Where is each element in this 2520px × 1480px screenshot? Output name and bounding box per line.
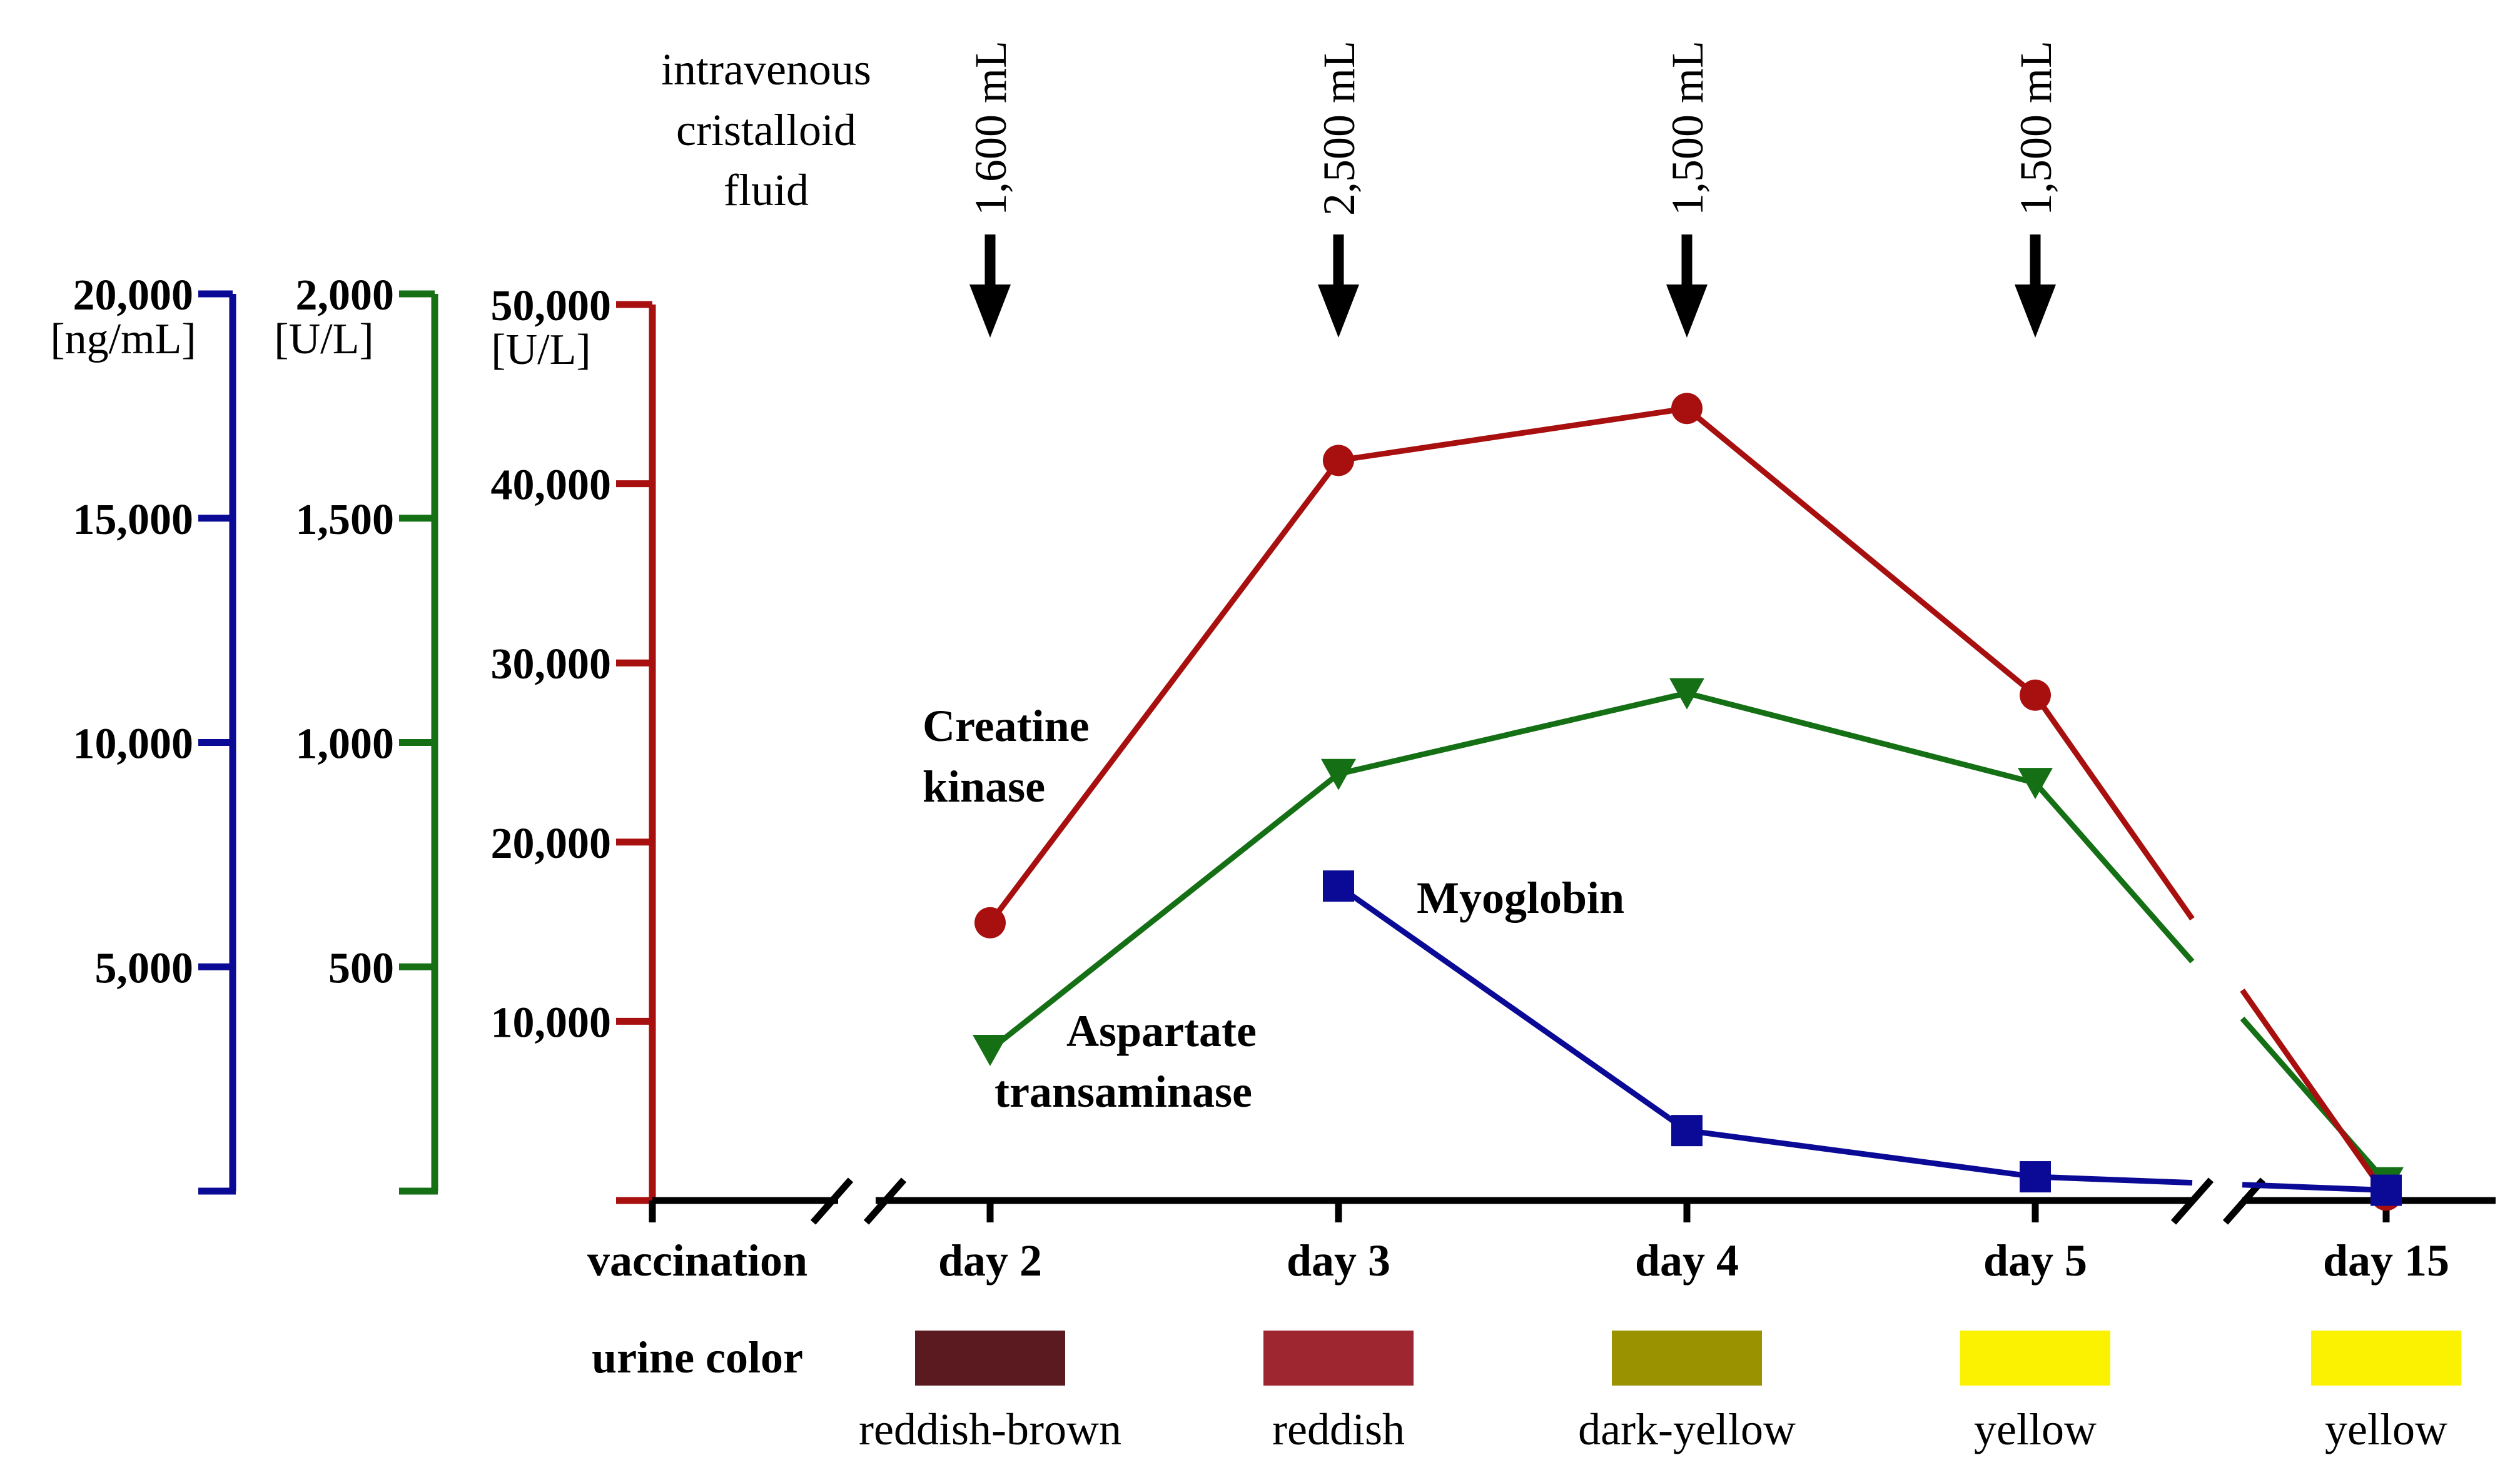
data-point-myoglobin-day-4 xyxy=(1671,1115,1703,1147)
urine-swatch-5 xyxy=(2311,1331,2461,1386)
x-tick-label-day-3: day 3 xyxy=(1287,1236,1390,1286)
series-line-ck-3b xyxy=(2240,988,2389,1197)
fluid-arrow-head-1 xyxy=(969,284,1011,338)
tick-label-ck-30000: 30,000 xyxy=(491,640,612,688)
series-ck xyxy=(974,393,2402,1211)
data-point-myoglobin-day-3 xyxy=(1323,870,1354,902)
fluid-arrow-head-4 xyxy=(2015,284,2056,338)
x-tick-label-day-2: day 2 xyxy=(938,1236,1042,1286)
data-point-ast-day-2 xyxy=(973,1034,1008,1066)
series-line-myoglobin-1 xyxy=(1686,1127,2036,1180)
urine-swatch-label-1: reddish-brown xyxy=(859,1404,1121,1454)
tick-label-ck-40000: 40,000 xyxy=(491,461,612,510)
axis-break-mark-1 xyxy=(810,1177,854,1225)
series-line-ck-1 xyxy=(1338,405,1688,463)
tick-label-myoglobin-5000: 5,000 xyxy=(95,944,194,992)
series-ast xyxy=(973,678,2404,1199)
series-line-myoglobin-2b xyxy=(2242,1182,2387,1194)
tick-label-myoglobin-10000: 10,000 xyxy=(73,720,194,768)
series-line-ast-3b xyxy=(2240,1016,2389,1184)
series-line-ck-3a xyxy=(2033,693,2195,921)
unit-label-myoglobin: [ng/mL] xyxy=(50,315,196,363)
axis-ck: 10,000 20,000 30,000 40,000 50,000[U/L] xyxy=(491,282,656,1204)
urine-color-label: urine color xyxy=(592,1332,803,1382)
tick-label-ck-20000: 20,000 xyxy=(491,820,612,868)
axis-break-mark-2 xyxy=(863,1177,907,1225)
fluid-header-line-2: cristalloid xyxy=(676,105,856,155)
x-tick-label-day-4: day 4 xyxy=(1635,1236,1739,1286)
tick-label-ck-50000: 50,000 xyxy=(491,282,612,330)
urine-swatch-2 xyxy=(1263,1331,1414,1386)
axis-myoglobin: 5,000 10,000 15,000 20,000[ng/mL] xyxy=(50,271,236,1195)
series-myoglobin xyxy=(1323,870,2402,1206)
fluid-header-line-1: intravenous xyxy=(661,44,871,94)
tick-label-myoglobin-15000: 15,000 xyxy=(73,496,194,544)
series-line-ast-3a xyxy=(2033,781,2195,964)
fluid-doses: 1,600 mL 2,500 mL 1,500 mL 1,500 mL xyxy=(966,41,2061,338)
label-aspartate-transaminase-2: transaminase xyxy=(994,1067,1252,1117)
fluid-arrow-head-3 xyxy=(1666,284,1708,338)
x-axis: day 2 day 3 day 4 day 5 day 15 xyxy=(649,1177,2496,1286)
fluid-header: intravenous cristalloid fluid xyxy=(661,44,871,215)
series-line-ast-2 xyxy=(1686,690,2037,786)
fluid-dose-label-4: 1,500 mL xyxy=(2011,41,2061,216)
urine-swatch-3 xyxy=(1612,1331,1762,1386)
fluid-arrow-head-2 xyxy=(1318,284,1359,338)
tick-label-ast-1000: 1,000 xyxy=(296,720,395,768)
tick-label-ast-1500: 1,500 xyxy=(296,496,395,544)
data-point-ast-day-4 xyxy=(1669,678,1704,710)
data-point-ck-day-3 xyxy=(1323,445,1354,476)
urine-swatch-label-5: yellow xyxy=(2325,1404,2447,1454)
urine-swatch-label-4: yellow xyxy=(1974,1404,2097,1454)
axis-ast: 500 1,000 1,500 2,000[U/L] xyxy=(274,271,438,1195)
fluid-dose-label-2: 2,500 mL xyxy=(1314,41,1364,216)
y-axes: 5,00010,00015,00020,000[ng/mL]5001,0001,… xyxy=(50,271,656,1204)
fluid-dose-label-1: 1,600 mL xyxy=(966,41,1016,216)
label-aspartate-transaminase-1: Aspartate xyxy=(1066,1006,1257,1056)
data-point-ck-day-5 xyxy=(2020,679,2051,711)
data-point-ck-day-4 xyxy=(1671,393,1703,425)
series-line-ck-0 xyxy=(988,458,1341,925)
label-creatine-kinase-2: kinase xyxy=(923,762,1045,812)
data-point-ast-day-3 xyxy=(1321,758,1356,790)
label-myoglobin: Myoglobin xyxy=(1417,873,1624,923)
vaccination-label: vaccination xyxy=(587,1236,807,1286)
series-line-ast-1 xyxy=(1337,690,1688,777)
urine-swatch-1 xyxy=(915,1331,1065,1386)
data-point-ck-day-2 xyxy=(974,907,1006,939)
series-line-ck-2 xyxy=(1685,406,2037,698)
series-labels: Creatine kinase Aspartate transaminase M… xyxy=(923,701,1624,1117)
series-line-myoglobin-2a xyxy=(2035,1174,2193,1186)
fluid-header-line-3: fluid xyxy=(724,165,809,215)
data-point-myoglobin-day-15 xyxy=(2371,1174,2402,1206)
tick-label-ck-10000: 10,000 xyxy=(491,999,612,1047)
x-tick-label-day-15: day 15 xyxy=(2323,1236,2449,1286)
tick-label-myoglobin-20000: 20,000 xyxy=(73,271,194,320)
tick-label-ast-2000: 2,000 xyxy=(296,271,395,320)
urine-swatch-label-2: reddish xyxy=(1272,1404,1405,1454)
label-creatine-kinase-1: Creatine xyxy=(923,701,1090,751)
data-point-myoglobin-day-5 xyxy=(2020,1161,2051,1193)
data-series xyxy=(973,393,2404,1211)
urine-swatch-label-3: dark-yellow xyxy=(1578,1404,1796,1454)
axis-break-mark-3 xyxy=(2170,1177,2214,1225)
series-line-ast-0 xyxy=(988,772,1340,1052)
unit-label-ck: [U/L] xyxy=(491,326,590,374)
urine-swatch-4 xyxy=(1960,1331,2110,1386)
unit-label-ast: [U/L] xyxy=(274,315,373,363)
x-tick-label-day-5: day 5 xyxy=(1983,1236,2087,1286)
urine-color-row: urine color vaccination reddish-brown red… xyxy=(587,1236,2461,1454)
tick-label-ast-500: 500 xyxy=(328,944,394,992)
data-point-ast-day-5 xyxy=(2018,768,2053,800)
series-line-myoglobin-0 xyxy=(1337,883,1689,1133)
fluid-dose-label-3: 1,500 mL xyxy=(1662,41,1713,216)
